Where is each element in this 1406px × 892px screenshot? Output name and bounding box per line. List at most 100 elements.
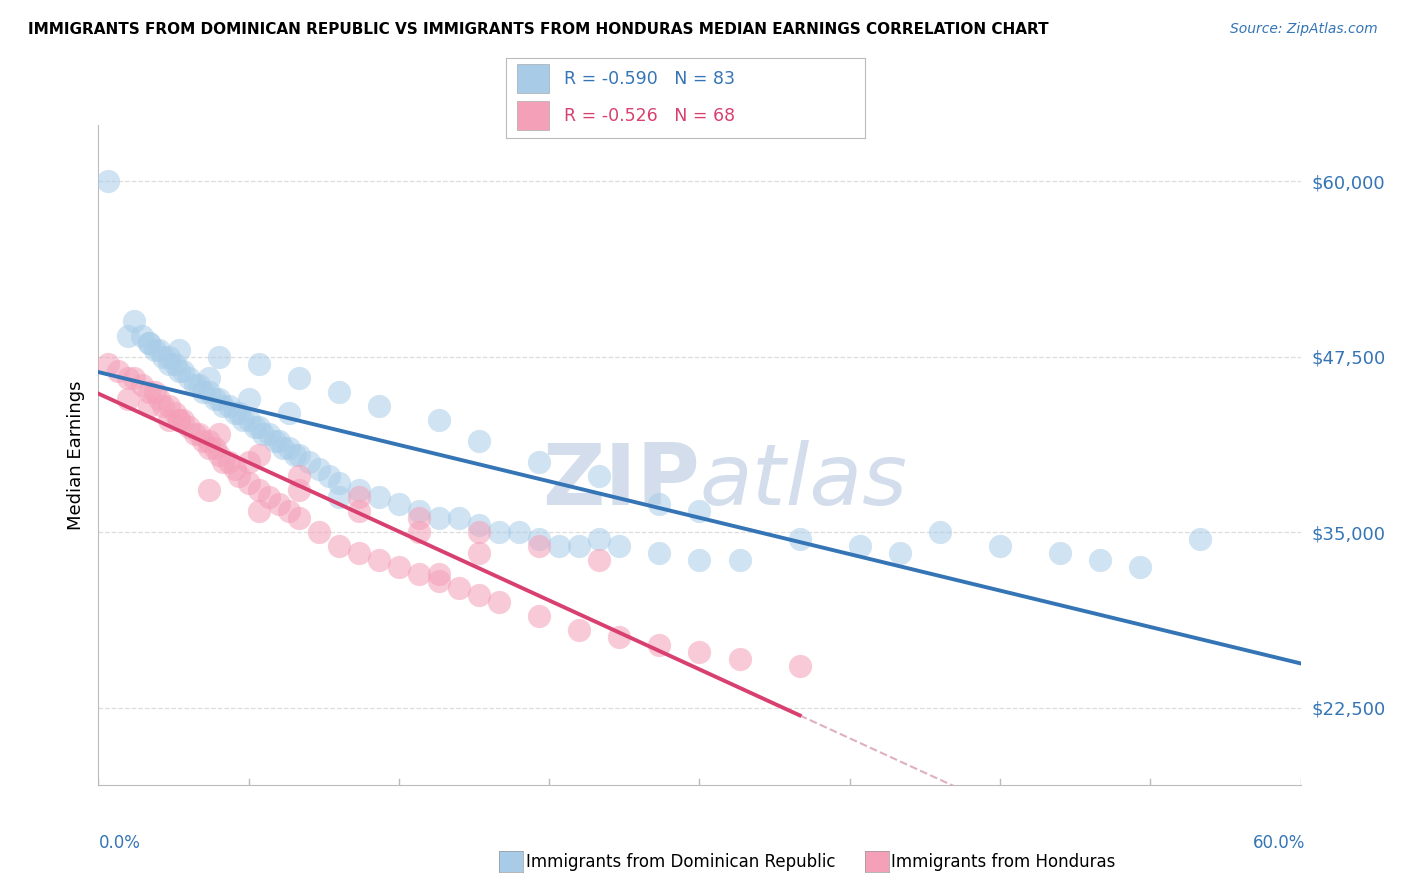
Point (529, 539, 551, 553)
Point (124, 314, 146, 328)
Text: ZIP: ZIP (541, 440, 699, 523)
Point (648, 497, 671, 511)
Point (688, 644, 710, 658)
Point (267, 434, 290, 448)
Point (138, 384, 160, 399)
Point (117, 328, 139, 343)
Point (318, 469, 340, 483)
Point (224, 462, 246, 476)
Point (124, 370, 146, 384)
Point (688, 504, 710, 518)
Point (238, 392, 260, 406)
Point (1129, 560, 1152, 574)
Point (238, 475, 260, 490)
Point (238, 455, 260, 469)
Point (204, 441, 226, 455)
Point (204, 392, 226, 406)
Point (427, 413, 450, 427)
FancyBboxPatch shape (517, 102, 550, 130)
Point (468, 588, 491, 602)
Point (277, 504, 299, 518)
Point (167, 413, 190, 427)
Point (191, 434, 214, 448)
Point (568, 624, 591, 638)
Point (243, 420, 266, 434)
Point (152, 399, 174, 413)
Point (218, 399, 240, 413)
Point (298, 455, 321, 469)
Point (728, 651, 751, 665)
Point (347, 504, 370, 518)
Point (131, 377, 153, 392)
Point (288, 483, 311, 497)
Point (257, 490, 280, 504)
Point (588, 532, 610, 546)
Point (167, 343, 190, 357)
Point (117, 370, 139, 384)
Point (167, 364, 190, 378)
Point (197, 483, 219, 497)
Point (257, 426, 280, 441)
Point (247, 483, 270, 497)
Point (211, 455, 233, 469)
Point (97, 174, 120, 188)
Point (347, 490, 370, 504)
Point (263, 434, 285, 448)
Point (388, 560, 411, 574)
Point (468, 525, 491, 540)
Point (238, 413, 260, 427)
Point (177, 370, 200, 384)
Point (408, 525, 430, 540)
Point (208, 392, 231, 406)
Point (97, 357, 120, 371)
Point (247, 420, 270, 434)
Point (427, 574, 450, 589)
Point (288, 469, 311, 483)
Point (347, 483, 370, 497)
Text: 60.0%: 60.0% (1253, 834, 1305, 852)
Point (148, 343, 170, 357)
Point (197, 384, 219, 399)
Point (388, 497, 411, 511)
Point (308, 462, 330, 476)
Point (529, 455, 551, 469)
Point (138, 399, 160, 413)
Text: Immigrants from Honduras: Immigrants from Honduras (891, 853, 1116, 871)
Point (152, 350, 174, 364)
Text: 0.0%: 0.0% (98, 834, 141, 852)
Point (548, 539, 571, 553)
Point (177, 420, 200, 434)
Point (157, 413, 180, 427)
Point (197, 441, 219, 455)
Point (468, 434, 491, 448)
Point (107, 364, 129, 378)
Point (427, 567, 450, 582)
Point (172, 413, 194, 427)
Point (447, 582, 470, 596)
Point (347, 546, 370, 560)
Point (224, 406, 246, 420)
Point (143, 343, 166, 357)
Point (929, 525, 952, 540)
Point (308, 525, 330, 540)
Point (648, 638, 671, 652)
Point (688, 553, 710, 567)
Point (208, 448, 231, 462)
Point (232, 413, 254, 427)
Point (288, 511, 311, 525)
Point (468, 546, 491, 560)
Point (508, 525, 530, 540)
Point (228, 406, 250, 420)
Point (488, 525, 510, 540)
Point (368, 490, 391, 504)
Text: R = -0.526   N = 68: R = -0.526 N = 68 (564, 107, 735, 125)
Point (157, 350, 180, 364)
Point (157, 357, 180, 371)
Point (1049, 546, 1071, 560)
Point (138, 335, 160, 350)
Point (247, 504, 270, 518)
Point (228, 469, 250, 483)
Text: R = -0.590   N = 83: R = -0.590 N = 83 (564, 70, 734, 87)
Point (789, 658, 811, 673)
Point (408, 511, 430, 525)
